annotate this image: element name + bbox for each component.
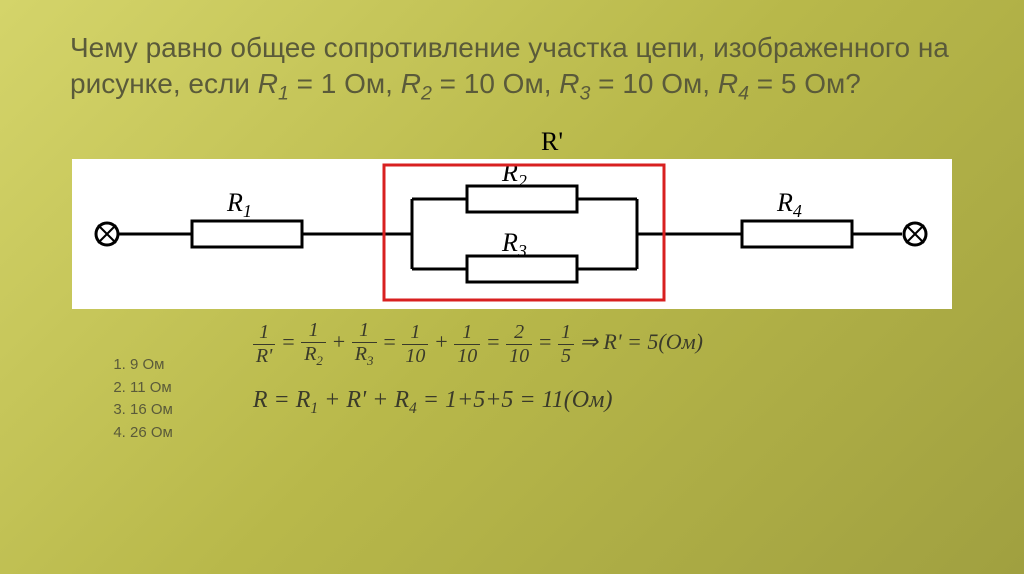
formula-total: R = R1 + R' + R4 = 1+5+5 = 11(Ом) <box>253 387 703 418</box>
bottom-row: 9 Ом 11 Ом 16 Ом 26 Ом 1R' = 1R2 + 1R3 =… <box>70 319 954 444</box>
slide: Чему равно общее сопротивление участка ц… <box>0 0 1024 574</box>
answer-options: 9 Ом 11 Ом 16 Ом 26 Ом <box>110 354 173 444</box>
circuit-svg: R1 R2 R3 R4 <box>72 159 952 309</box>
question-text: Чему равно общее сопротивление участка ц… <box>70 30 954 107</box>
circuit-diagram: R1 R2 R3 R4 <box>72 159 952 309</box>
resistor-r4 <box>742 221 852 247</box>
answer-3: 16 Ом <box>130 399 173 422</box>
resistor-r1 <box>192 221 302 247</box>
q-r4: R4 <box>718 68 749 99</box>
q-r2: R2 <box>401 68 432 99</box>
answer-2: 11 Ом <box>130 377 173 400</box>
answer-1: 9 Ом <box>130 354 173 377</box>
q-r1: R1 <box>258 68 289 99</box>
svg-text:R3: R3 <box>501 228 527 261</box>
q-r3: R3 <box>559 68 590 99</box>
r-prime-label: R' <box>150 127 954 157</box>
solution-formulas: 1R' = 1R2 + 1R3 = 110 + 110 = 210 = 15 ⇒… <box>253 319 703 418</box>
r-prime-result: R' = 5(Ом) <box>603 330 703 355</box>
svg-text:R4: R4 <box>776 188 802 221</box>
formula-parallel: 1R' = 1R2 + 1R3 = 110 + 110 = 210 = 15 ⇒… <box>253 319 703 369</box>
svg-text:R1: R1 <box>226 188 252 221</box>
answer-4: 26 Ом <box>130 422 173 445</box>
